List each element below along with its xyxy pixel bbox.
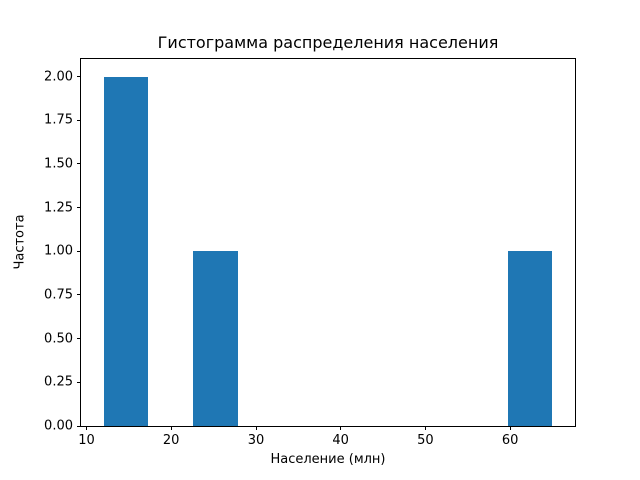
y-tick-label: 0.75 <box>44 287 73 303</box>
x-tick-mark <box>509 426 511 430</box>
y-tick-mark <box>77 76 81 77</box>
y-tick-label: 1.00 <box>44 243 73 259</box>
x-tick-label: 20 <box>162 433 180 448</box>
x-tick-mark <box>424 426 426 430</box>
y-axis-label: Частота <box>12 214 28 270</box>
x-tick-mark <box>86 426 87 430</box>
x-tick-mark <box>340 426 342 430</box>
plot-inner: 10 20 30 40 50 60 0.00 0.25 0.50 0.75 1.00 1.25 1.50… <box>44 59 575 448</box>
x-tick-label: 40 <box>332 433 349 448</box>
y-tick-mark <box>77 250 81 252</box>
histogram-bar <box>103 76 149 426</box>
y-tick-mark <box>77 338 81 340</box>
x-tick-label: 10 <box>78 433 95 448</box>
x-tick-mark <box>255 426 257 430</box>
y-tick-label: 1.25 <box>44 200 73 215</box>
y-tick-label: 0.50 <box>44 331 73 347</box>
y-tick-label: 1.50 <box>44 156 73 172</box>
plot-area: 10 20 30 40 50 60 0.00 0.25 0.50 0.75 1.00 1.25 1.50… <box>44 58 576 448</box>
x-tick-label: 50 <box>417 433 434 448</box>
y-tick-mark <box>77 425 81 427</box>
y-tick-mark <box>77 207 81 208</box>
y-tick-label: 2.00 <box>44 69 73 84</box>
y-tick-mark <box>77 163 81 165</box>
y-tick-label: 0.25 <box>44 374 73 390</box>
y-tick-mark <box>77 294 81 296</box>
chart-title: Гистограмма распределения населения <box>157 33 499 52</box>
y-tick-mark <box>77 119 81 121</box>
x-tick-label: 60 <box>501 433 519 448</box>
histogram-bar <box>193 251 239 426</box>
histogram-bar <box>507 251 553 426</box>
x-tick-label: 30 <box>247 433 265 448</box>
y-tick-label: 0.00 <box>44 418 73 434</box>
x-tick-mark <box>170 426 172 430</box>
x-axis-label: Население (млн) <box>270 452 386 467</box>
y-tick-mark <box>77 381 81 383</box>
y-tick-label: 1.75 <box>44 112 73 128</box>
